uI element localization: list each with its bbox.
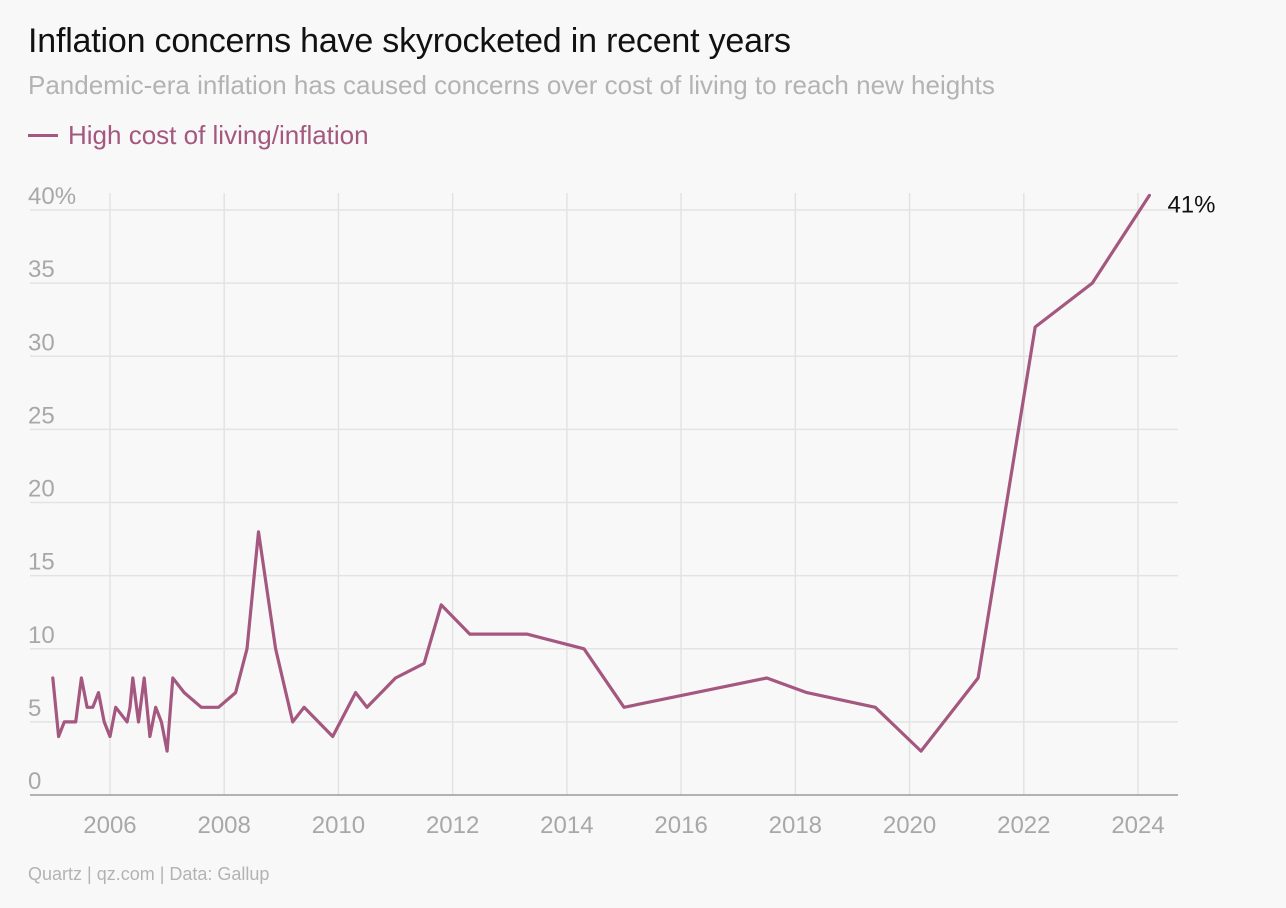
x-tick-label: 2012 bbox=[426, 812, 479, 839]
legend-swatch bbox=[28, 134, 58, 137]
y-tick-label: 40% bbox=[28, 183, 76, 210]
y-tick-label: 15 bbox=[28, 549, 55, 576]
x-tick-label: 2020 bbox=[883, 812, 936, 839]
y-tick-label: 25 bbox=[28, 402, 55, 429]
source-note: Quartz | qz.com | Data: Gallup bbox=[28, 864, 270, 884]
chart-subtitle: Pandemic-era inflation has caused concer… bbox=[28, 70, 995, 100]
y-tick-label: 30 bbox=[28, 329, 55, 356]
end-value-label: 41% bbox=[1167, 191, 1215, 218]
x-tick-label: 2014 bbox=[540, 812, 593, 839]
x-tick-label: 2022 bbox=[997, 812, 1050, 839]
legend: High cost of living/inflation bbox=[28, 120, 369, 151]
x-tick-label: 2006 bbox=[83, 812, 136, 839]
grid-lines bbox=[30, 193, 1178, 795]
legend-label: High cost of living/inflation bbox=[68, 120, 369, 150]
y-tick-label: 10 bbox=[28, 622, 55, 649]
series-layer bbox=[51, 193, 1152, 753]
chart-title: Inflation concerns have skyrocketed in r… bbox=[28, 22, 791, 60]
series-line-high-cost-of-living bbox=[51, 193, 1152, 753]
x-tick-label: 2018 bbox=[769, 812, 822, 839]
x-tick-label: 2016 bbox=[654, 812, 707, 839]
y-tick-label: 20 bbox=[28, 476, 55, 503]
x-tick-label: 2024 bbox=[1111, 812, 1164, 839]
y-tick-label: 35 bbox=[28, 256, 55, 283]
x-tick-label: 2010 bbox=[312, 812, 365, 839]
labels: 0 5 10 15 20 25 30 35 40% 2006 2008 2010 2012 2014 201… bbox=[28, 183, 1215, 839]
x-tick-label: 2008 bbox=[197, 812, 250, 839]
y-tick-label: 5 bbox=[28, 695, 41, 722]
y-tick-label: 0 bbox=[28, 768, 41, 795]
